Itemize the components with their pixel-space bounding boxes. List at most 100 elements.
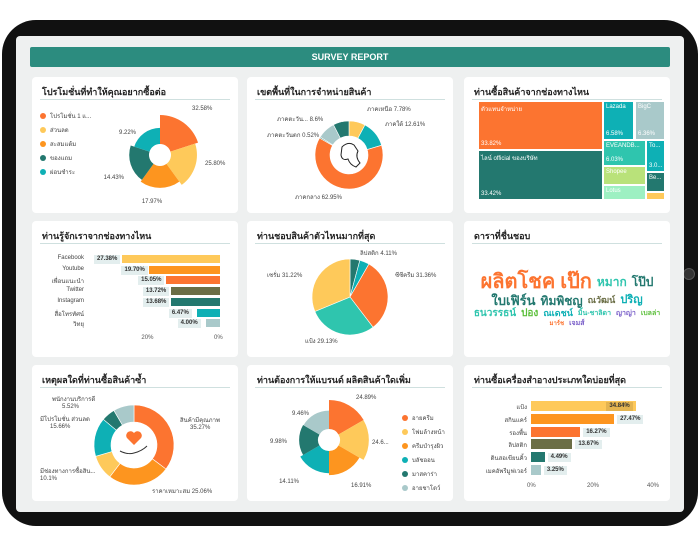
word: ญาญ่า — [616, 310, 636, 318]
axis-tick: 40% — [647, 483, 660, 489]
word: ใบเฟิร์น — [491, 293, 536, 309]
bar[interactable] — [531, 465, 541, 475]
legend-label: มาสคาร่า — [412, 472, 437, 478]
rose-segment — [166, 143, 197, 185]
bar[interactable] — [149, 265, 220, 274]
treemap-tile[interactable]: ไลน์ official ของบริษัท 33.42% — [478, 150, 603, 200]
legend-label: บลัชออน — [412, 458, 435, 464]
word: เจมส์ — [569, 320, 585, 328]
legend-item[interactable]: โปรโมชั่น 1 แ... — [40, 111, 91, 121]
legend-dot — [402, 457, 408, 463]
treemap-tile[interactable]: BigC 6.36% — [635, 101, 665, 140]
treemap-tile[interactable] — [646, 192, 665, 200]
bar[interactable] — [196, 308, 220, 317]
tile-percent: 6.36% — [638, 131, 656, 137]
word: มาร์ช — [549, 320, 565, 327]
bar[interactable] — [166, 276, 220, 285]
data-label: 9.98% — [270, 439, 288, 445]
card-title: ท่านซื้อเครื่องสำอางประเภทใดบ่อยที่สุด — [474, 375, 627, 385]
treemap-tile[interactable]: Lotus — [603, 185, 646, 200]
card-title: ท่านชอบสินค้าตัวไหนมากที่สุด — [257, 231, 376, 241]
treemap-tile[interactable]: Be... — [646, 172, 665, 192]
legend-dot — [402, 415, 408, 421]
legend-label: ผ่อนชำระ — [50, 170, 76, 176]
heart-icon — [126, 431, 142, 445]
known-card: ท่านรู้จักเราจากช่องทางไหน Facebook 27.38… — [32, 221, 238, 357]
bar[interactable] — [531, 452, 545, 463]
bar[interactable] — [122, 255, 220, 263]
legend-item[interactable]: บลัชออน — [402, 455, 445, 465]
data-label: ภาคตะวันตก 0.52% — [267, 132, 320, 139]
data-label: มีโปรโมชั่น ส่วนลด — [40, 415, 90, 423]
legend: อายครีมโฟมล้างหน้าครีมบำรุงผิวบลัชออนมาส… — [402, 413, 445, 493]
reason-card: เหตุผลใดที่ท่านซื้อสินค้าซ้ำ สินค้ามีคุณ… — [32, 365, 238, 501]
tile-label: Shopee — [606, 169, 627, 175]
word: ปอง — [521, 307, 539, 319]
bar-category-label: Twitter — [66, 287, 84, 294]
treemap-tile[interactable]: Shopee — [603, 166, 646, 185]
bar[interactable] — [171, 297, 220, 306]
bar-value-label: 13.68% — [143, 297, 170, 307]
legend-item[interactable]: ผ่อนชำระ — [40, 167, 91, 177]
bar[interactable] — [531, 401, 637, 411]
bar[interactable] — [170, 287, 220, 296]
card-title: ดาราที่ชื่นชอบ — [474, 231, 531, 241]
legend-dot — [40, 169, 46, 175]
tile-percent: 33.82% — [481, 141, 502, 147]
legend-item[interactable]: มาสคาร่า — [402, 469, 445, 479]
axis-tick: 0% — [214, 335, 223, 341]
tile-label: Lotus — [606, 188, 621, 194]
hand-icon — [119, 445, 148, 455]
legend-item[interactable]: ของแถม — [40, 153, 91, 163]
data-label: ภาคใต้ 12.61% — [385, 120, 426, 128]
rose-chart: 24.89% 24.6... 16.91% 14.11% 9.98% 9.46% — [270, 395, 389, 489]
legend-label: สะสมแต้ม — [50, 142, 77, 148]
rose-segment — [329, 400, 364, 435]
rose-segment — [338, 420, 369, 460]
promo-card: โปรโมชั่นที่ทำให้คุณอยากซื้อต่อ โปรโมชั่… — [32, 77, 238, 213]
pie-chart: ลิปสติก 4.11% ซีซีครีม 31.36% แป้ง 29.13% เ… — [267, 250, 437, 345]
legend-dot — [402, 429, 408, 435]
word: มิ้น-ชาลิดา — [577, 310, 612, 318]
legend-label: อายครีม — [412, 416, 434, 422]
treemap-tile[interactable]: Lazada 6.58% — [603, 101, 634, 140]
segment — [311, 258, 351, 312]
home-button[interactable] — [683, 268, 695, 280]
data-label: ราคาเหมาะสม 25.06% — [152, 488, 213, 495]
legend-item[interactable]: ครีมบำรุงผิว — [402, 441, 445, 451]
tile-label: To... — [649, 143, 661, 149]
treemap-tile[interactable]: EVEANDB... 6.03% — [603, 140, 646, 166]
bar[interactable] — [531, 413, 615, 424]
bar-category-label: เพื่อนแนะนำ — [51, 279, 84, 286]
treemap-tile[interactable]: To... 3.0... — [646, 140, 665, 172]
word: เป๊ก — [560, 271, 592, 294]
legend-item[interactable]: อายครีม — [402, 413, 445, 423]
data-label: เซรั่ม 31.22% — [267, 271, 303, 279]
legend-item[interactable]: อายชาโดว์ — [402, 483, 445, 493]
word: ปริญ — [620, 294, 643, 307]
bar[interactable] — [205, 319, 220, 328]
word: ณวัฒน์ — [587, 295, 616, 306]
bar-category-label: ลิปสติก — [508, 443, 527, 450]
data-label: 5.52% — [62, 404, 80, 410]
stars-card: ดาราที่ชื่นชอบ ผลิตโชค เป๊ก หมาก โป๊ป ใบเฟิร… — [464, 221, 670, 357]
data-label: ภาคตะวัน... 8.6% — [277, 116, 324, 123]
data-label: ซีซีครีม 31.36% — [395, 271, 437, 279]
tile-label: BigC — [638, 104, 652, 110]
bar[interactable] — [531, 439, 573, 450]
legend-item[interactable]: ส่วนลด — [40, 125, 91, 135]
treemap-tile[interactable]: ตัวแทนจำหน่าย 33.82% — [478, 101, 603, 150]
bar-value-label: 3.25% — [543, 466, 567, 475]
data-label: 16.91% — [351, 483, 372, 489]
rose-segment — [303, 410, 329, 435]
axis-tick: 20% — [141, 335, 154, 341]
legend-item[interactable]: โฟมล้างหน้า — [402, 427, 445, 437]
rose-segment — [134, 127, 160, 152]
report-header: SURVEY REPORT — [30, 47, 670, 67]
data-label: 14.43% — [104, 175, 125, 181]
bar[interactable] — [531, 426, 581, 437]
legend-dot — [402, 485, 408, 491]
bar-value-label: 6.47% — [168, 308, 192, 318]
word-cloud: ผลิตโชค เป๊ก หมาก โป๊ป ใบเฟิร์น ทิมพิชญ ณวัฒน์… — [472, 249, 662, 351]
legend-item[interactable]: สะสมแต้ม — [40, 139, 91, 149]
